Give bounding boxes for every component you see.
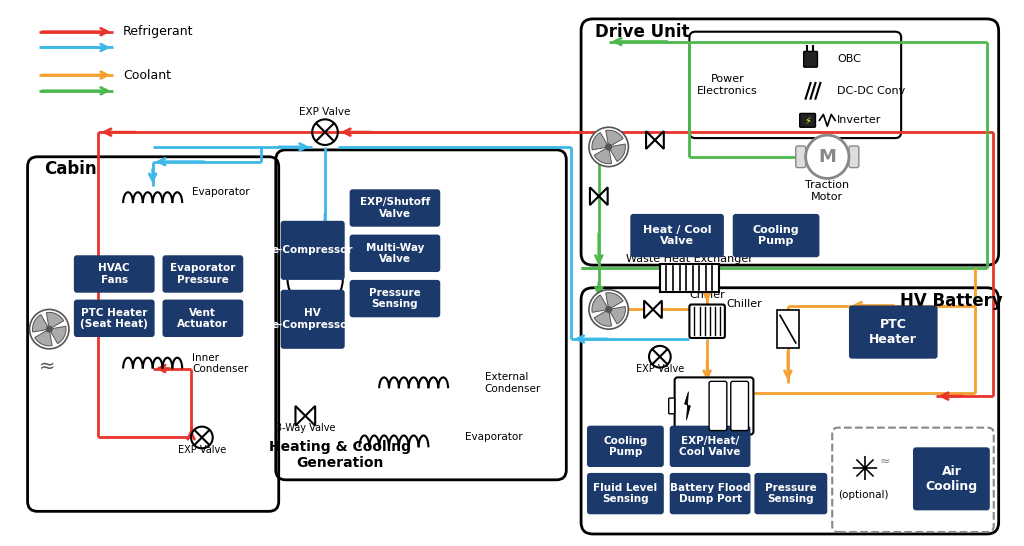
Text: EXP Valve: EXP Valve [299,108,350,117]
Text: PTC Heater
(Seat Heat): PTC Heater (Seat Heat) [80,307,148,329]
FancyBboxPatch shape [74,256,155,293]
FancyBboxPatch shape [659,264,719,292]
Text: Cooling
Pump: Cooling Pump [753,225,800,246]
Text: DC-DC Conv: DC-DC Conv [838,86,905,96]
Text: Drive Unit: Drive Unit [595,22,689,40]
Circle shape [605,306,612,313]
Text: Cabin: Cabin [44,159,97,177]
Text: Heat / Cool
Valve: Heat / Cool Valve [643,225,712,246]
Text: Battery Flood
Dump Port: Battery Flood Dump Port [670,483,751,505]
Text: Evaporator: Evaporator [193,187,250,197]
Circle shape [288,252,343,307]
Text: Fluid Level
Sensing: Fluid Level Sensing [593,483,657,505]
Wedge shape [608,144,626,162]
FancyBboxPatch shape [349,235,440,272]
Text: ⚡: ⚡ [804,115,811,126]
FancyBboxPatch shape [731,381,749,431]
FancyBboxPatch shape [755,473,827,514]
Text: Chiller: Chiller [689,289,725,300]
Text: Chiller: Chiller [727,299,763,308]
Text: HVAC
Fans: HVAC Fans [98,263,130,285]
Text: Waste Heat Exchanger: Waste Heat Exchanger [626,254,753,264]
Text: HV Battery: HV Battery [900,292,1002,310]
Text: Condenser: Condenser [484,384,541,394]
Text: Power
Electronics: Power Electronics [697,74,758,96]
Text: 3-Way Valve: 3-Way Valve [275,423,335,432]
FancyBboxPatch shape [281,290,345,349]
Text: Evaporator: Evaporator [465,432,522,442]
Text: Evaporator
Pressure: Evaporator Pressure [170,263,236,285]
Circle shape [46,325,53,333]
Text: Cooling
Pump: Cooling Pump [603,436,647,457]
Text: Vent
Actuator: Vent Actuator [177,307,228,329]
Wedge shape [594,147,611,164]
Text: OBC: OBC [838,54,861,64]
Wedge shape [592,295,608,312]
Text: PTC
Heater: PTC Heater [869,318,918,346]
Text: EXP Valve: EXP Valve [636,365,684,375]
Text: HV
e-Compressor: HV e-Compressor [272,308,353,330]
Text: Refrigerant: Refrigerant [123,25,194,38]
FancyBboxPatch shape [777,311,799,348]
Wedge shape [35,329,52,346]
Circle shape [589,127,629,167]
Text: Air
Cooling: Air Cooling [926,465,978,493]
FancyBboxPatch shape [163,300,244,337]
Text: ≈: ≈ [881,455,891,467]
Circle shape [806,135,849,179]
Text: Heating & Cooling
Generation: Heating & Cooling Generation [268,440,411,470]
FancyBboxPatch shape [281,221,345,280]
Text: Condenser: Condenser [193,365,248,375]
Wedge shape [592,133,608,150]
FancyBboxPatch shape [675,377,754,435]
Polygon shape [684,391,690,420]
Circle shape [589,290,629,329]
Wedge shape [606,130,624,147]
Text: EXP Valve: EXP Valve [178,445,226,455]
Wedge shape [594,310,611,326]
FancyBboxPatch shape [800,114,815,127]
FancyBboxPatch shape [631,214,724,257]
FancyBboxPatch shape [163,256,244,293]
FancyBboxPatch shape [349,189,440,227]
Text: (optional): (optional) [839,490,889,500]
FancyBboxPatch shape [74,300,155,337]
Wedge shape [608,306,626,324]
Text: Inverter: Inverter [838,115,882,126]
FancyBboxPatch shape [849,306,938,359]
Text: Inner: Inner [193,353,219,363]
Text: External: External [484,372,528,382]
FancyBboxPatch shape [804,51,817,67]
FancyBboxPatch shape [669,398,675,414]
Text: EXP/Shutoff
Valve: EXP/Shutoff Valve [359,197,430,219]
Text: Coolant: Coolant [123,69,171,81]
FancyBboxPatch shape [587,426,664,467]
FancyBboxPatch shape [849,146,859,168]
Wedge shape [49,326,66,343]
Text: ✳: ✳ [850,454,878,488]
Text: ≈: ≈ [39,357,55,376]
FancyBboxPatch shape [913,447,990,511]
Text: Traction
Motor: Traction Motor [805,181,849,202]
Circle shape [605,144,612,151]
FancyBboxPatch shape [689,305,725,338]
Wedge shape [33,314,49,332]
FancyBboxPatch shape [587,473,664,514]
FancyBboxPatch shape [733,214,819,257]
Wedge shape [606,293,624,310]
Text: e-Compressor: e-Compressor [272,245,353,256]
Wedge shape [46,312,63,329]
Text: Pressure
Sensing: Pressure Sensing [369,288,421,310]
Text: M: M [818,148,837,166]
Circle shape [30,310,69,349]
FancyBboxPatch shape [670,426,751,467]
FancyBboxPatch shape [709,381,727,431]
Text: Multi-Way
Valve: Multi-Way Valve [366,242,424,264]
Text: EXP/Heat/
Cool Valve: EXP/Heat/ Cool Valve [679,436,740,457]
FancyBboxPatch shape [670,473,751,514]
FancyBboxPatch shape [349,280,440,317]
Text: Pressure
Sensing: Pressure Sensing [765,483,817,505]
FancyBboxPatch shape [796,146,806,168]
